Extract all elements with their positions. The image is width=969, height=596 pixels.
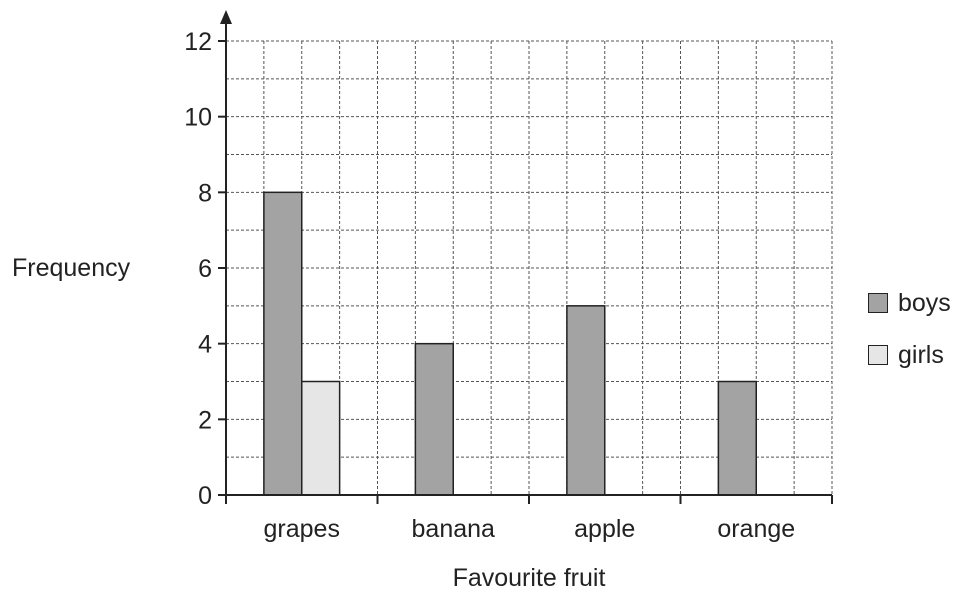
x-tick-label: apple [574,515,635,543]
bars [263,191,757,496]
y-axis-label: Frequency [12,254,131,282]
legend-swatch-boys [868,293,888,313]
legend: boys girls [868,288,951,394]
legend-item-girls: girls [868,340,951,369]
y-tick-labels: 0 2 4 6 8 10 12 [184,28,226,510]
x-tick-label: orange [717,515,795,543]
y-tick-label: 2 [198,406,212,434]
y-axis-arrow [220,10,232,24]
x-tick-labels: grapes banana apple orange [225,495,833,543]
y-tick-label: 6 [198,255,212,283]
x-axis-label: Favourite fruit [453,564,606,592]
y-tick-label: 0 [198,482,212,510]
legend-swatch-girls [868,345,888,365]
y-tick-label: 12 [184,28,212,56]
bar-boys-banana [414,342,454,496]
x-tick-label: banana [412,515,496,543]
bar-boys-grapes [263,191,303,496]
bar-boys-apple [566,305,606,496]
bar-boys-orange [717,380,757,496]
y-tick-label: 10 [184,104,212,132]
legend-label-girls: girls [898,340,944,369]
y-tick-label: 8 [198,179,212,207]
x-tick-label: grapes [264,515,340,543]
y-tick-label: 4 [198,331,212,359]
bar-girls-grapes [301,380,341,496]
legend-item-boys: boys [868,288,951,317]
legend-label-boys: boys [898,288,951,317]
